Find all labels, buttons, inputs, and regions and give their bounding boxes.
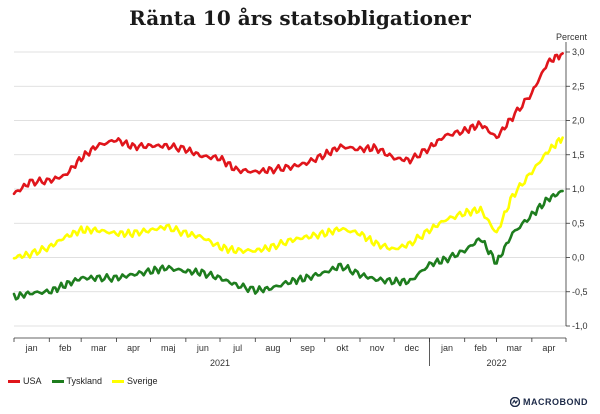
y-tick-label: 3,0: [572, 47, 585, 57]
x-tick-label: feb: [59, 343, 72, 353]
x-tick-label: jan: [25, 343, 38, 353]
x-axis: jan feb mar apr maj jun jul aug sep okt nov dec jan f…: [13, 337, 567, 368]
x-tick-label: maj: [161, 343, 176, 353]
legend-label-usa: USA: [23, 376, 42, 386]
y-tick-label: 1,0: [572, 184, 585, 194]
y-tick-label: 0,5: [572, 218, 585, 228]
legend-swatch-sverige: [112, 379, 125, 383]
x-tick-label: nov: [370, 343, 385, 353]
legend-item-usa: USA: [8, 376, 42, 386]
x-tick-label: dec: [405, 343, 420, 353]
x-tick-label: sep: [300, 343, 315, 353]
y-tick-label: -0,5: [572, 287, 588, 297]
legend-item-sverige: Sverige: [112, 376, 158, 386]
year-label: 2021: [210, 358, 230, 368]
x-tick-label: apr: [127, 343, 140, 353]
x-tick-label: mar: [91, 343, 107, 353]
x-tick-label: okt: [336, 343, 349, 353]
legend-label-sverige: Sverige: [127, 376, 158, 386]
series-line-tyskland: [12, 189, 564, 301]
y-tick-label: 2,5: [572, 81, 585, 91]
macrobond-logo: MACROBOND: [510, 397, 588, 407]
x-tick-label: jul: [232, 343, 242, 353]
legend-swatch-tyskland: [51, 379, 64, 383]
grid-lines: [14, 51, 566, 327]
legend-swatch-usa: [8, 379, 20, 383]
x-tick-label: aug: [265, 343, 280, 353]
brand-name: MACROBOND: [523, 397, 588, 407]
x-tick-label: apr: [542, 343, 555, 353]
series-lines: [12, 52, 564, 301]
chart-title: Ränta 10 års statsobligationer: [129, 6, 471, 30]
x-tick-label: mar: [506, 343, 522, 353]
x-tick-label: feb: [474, 343, 487, 353]
y-axis: Percent -1,0 -0,5 0,0 0,5 1,0 1,5 2,0 2,5 3,0: [556, 32, 588, 331]
macrobond-mark-icon: [510, 397, 520, 407]
x-tick-label: jan: [440, 343, 453, 353]
series-line-sverige: [12, 136, 564, 260]
legend-label-tyskland: Tyskland: [66, 376, 103, 386]
y-tick-label: 0,0: [572, 253, 585, 263]
y-tick-label: 2,0: [572, 116, 585, 126]
y-tick-label: -1,0: [572, 321, 588, 331]
y-tick-label: 1,5: [572, 150, 585, 160]
legend: USA Tyskland Sverige: [8, 376, 158, 386]
year-label: 2022: [487, 358, 507, 368]
y-axis-label: Percent: [556, 32, 588, 42]
series-line-usa: [12, 52, 564, 196]
x-tick-label: jun: [196, 343, 209, 353]
legend-item-tyskland: Tyskland: [51, 376, 103, 386]
